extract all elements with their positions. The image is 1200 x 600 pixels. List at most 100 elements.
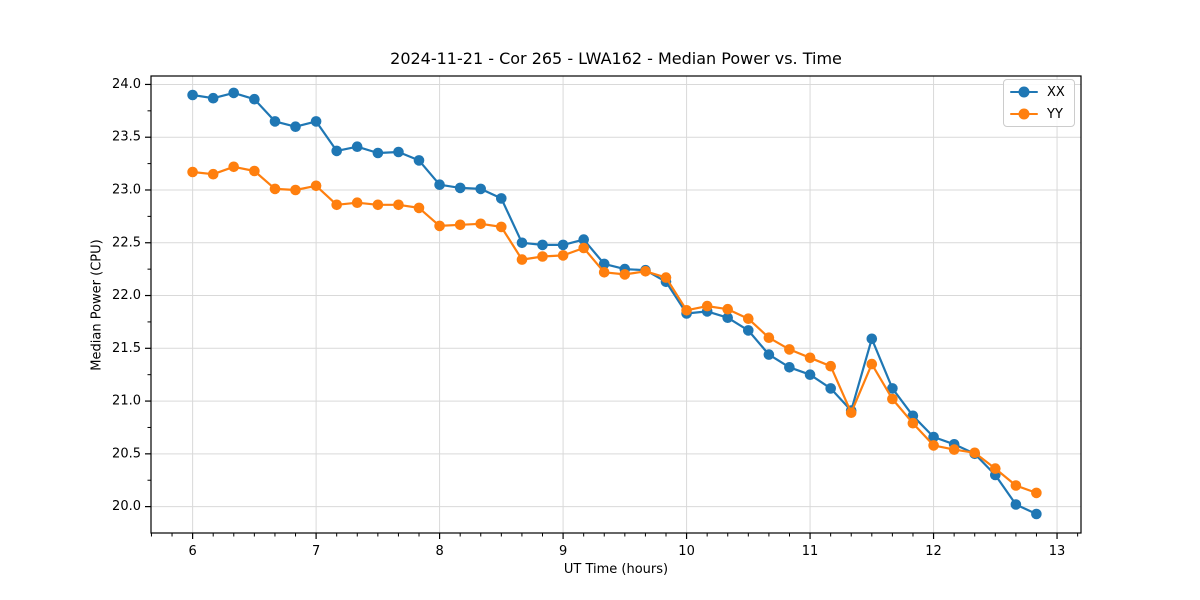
data-point-yy bbox=[969, 447, 980, 459]
data-point-xx bbox=[351, 141, 363, 152]
data-point-yy bbox=[681, 305, 692, 316]
data-point-xx bbox=[249, 93, 260, 105]
data-point-xx bbox=[784, 362, 795, 373]
data-point-xx bbox=[763, 349, 775, 360]
data-point-yy bbox=[701, 300, 713, 312]
data-point-xx bbox=[228, 87, 239, 99]
legend-item-yy: YY bbox=[1010, 104, 1074, 124]
data-point-yy bbox=[413, 202, 425, 214]
data-point-xx bbox=[207, 92, 219, 104]
y-tick-label: 23.0 bbox=[112, 182, 141, 197]
data-point-xx bbox=[475, 183, 487, 195]
data-point-yy bbox=[516, 254, 528, 265]
data-point-yy bbox=[990, 463, 1001, 474]
data-point-yy bbox=[928, 440, 939, 451]
data-point-xx bbox=[1031, 508, 1042, 520]
data-point-yy bbox=[598, 267, 610, 278]
data-point-yy bbox=[619, 269, 631, 280]
data-point-xx bbox=[372, 147, 384, 159]
legend-label-xx: XX bbox=[1047, 84, 1065, 100]
data-point-yy bbox=[269, 183, 281, 195]
data-point-yy bbox=[475, 218, 487, 230]
data-point-xx bbox=[557, 239, 569, 251]
x-tick-label: 13 bbox=[1049, 544, 1066, 559]
data-point-yy bbox=[660, 272, 672, 283]
data-point-yy bbox=[887, 393, 898, 405]
data-point-yy bbox=[557, 250, 569, 261]
y-tick-label: 20.0 bbox=[112, 499, 141, 514]
data-point-xx bbox=[454, 182, 466, 194]
data-point-yy bbox=[784, 344, 795, 355]
x-tick-label: 8 bbox=[435, 544, 443, 559]
data-point-xx bbox=[537, 239, 548, 251]
data-point-xx bbox=[866, 333, 878, 345]
data-point-xx bbox=[187, 89, 198, 101]
data-point-xx bbox=[496, 193, 507, 204]
data-point-yy bbox=[290, 184, 301, 196]
data-point-yy bbox=[845, 407, 857, 419]
data-point-xx bbox=[598, 258, 610, 270]
y-tick-label: 22.5 bbox=[112, 235, 141, 250]
data-point-xx bbox=[310, 116, 322, 127]
data-point-xx bbox=[516, 237, 528, 249]
legend-marker-yy-icon bbox=[1010, 108, 1038, 120]
data-point-yy bbox=[331, 199, 343, 211]
data-point-xx bbox=[887, 383, 898, 394]
data-point-yy bbox=[948, 444, 960, 455]
data-point-yy bbox=[578, 242, 589, 254]
data-point-yy bbox=[434, 220, 445, 232]
data-point-xx bbox=[928, 431, 939, 443]
legend-label-yy: YY bbox=[1047, 106, 1063, 122]
data-point-yy bbox=[825, 360, 836, 372]
legend: XX YY bbox=[1003, 79, 1075, 127]
data-point-yy bbox=[1031, 487, 1042, 499]
series-line-yy bbox=[191, 165, 1038, 494]
data-point-xx bbox=[290, 121, 301, 132]
data-point-xx bbox=[578, 234, 589, 245]
data-point-yy bbox=[187, 166, 198, 178]
y-tick-label: 21.0 bbox=[112, 394, 141, 409]
data-point-yy bbox=[249, 165, 260, 177]
x-tick-label: 9 bbox=[559, 544, 567, 559]
data-point-yy bbox=[804, 352, 816, 364]
data-point-xx bbox=[1010, 499, 1022, 510]
y-tick-label: 20.5 bbox=[112, 446, 141, 461]
data-point-yy bbox=[907, 417, 919, 429]
data-point-yy bbox=[310, 180, 322, 192]
data-point-yy bbox=[640, 266, 651, 277]
data-point-xx bbox=[825, 383, 836, 394]
y-tick-label: 21.5 bbox=[112, 341, 141, 356]
x-tick-label: 6 bbox=[188, 544, 196, 559]
legend-marker-xx-icon bbox=[1010, 86, 1038, 98]
data-point-yy bbox=[228, 161, 239, 173]
data-point-yy bbox=[496, 221, 507, 233]
x-axis-label: UT Time (hours) bbox=[563, 562, 669, 577]
data-point-yy bbox=[763, 332, 775, 344]
data-point-yy bbox=[372, 199, 384, 211]
data-point-xx bbox=[804, 369, 816, 381]
data-point-yy bbox=[866, 358, 878, 370]
legend-item-xx: XX bbox=[1010, 82, 1074, 102]
y-tick-label: 23.5 bbox=[112, 130, 141, 145]
data-point-xx bbox=[743, 325, 754, 336]
x-tick-label: 12 bbox=[925, 544, 942, 559]
data-point-xx bbox=[722, 312, 733, 324]
data-point-yy bbox=[393, 199, 404, 211]
data-point-xx bbox=[269, 116, 281, 127]
chart-title: 2024-11-21 - Cor 265 - LWA162 - Median P… bbox=[390, 49, 842, 68]
x-tick-label: 7 bbox=[312, 544, 320, 559]
data-point-xx bbox=[393, 146, 404, 158]
data-point-yy bbox=[743, 313, 754, 325]
data-point-yy bbox=[722, 303, 733, 315]
data-point-xx bbox=[413, 155, 425, 166]
y-tick-label: 22.0 bbox=[112, 288, 141, 303]
data-point-xx bbox=[331, 145, 343, 157]
y-tick-label: 24.0 bbox=[112, 77, 141, 92]
data-point-xx bbox=[434, 179, 445, 190]
data-point-yy bbox=[537, 251, 548, 262]
data-point-yy bbox=[351, 197, 363, 208]
x-tick-label: 10 bbox=[678, 544, 695, 559]
data-point-yy bbox=[1010, 480, 1022, 491]
